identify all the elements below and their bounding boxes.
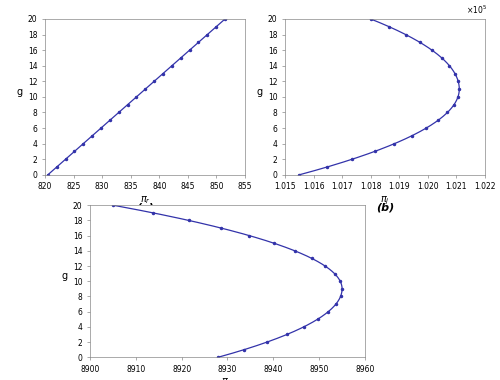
Text: (b): (b) (376, 203, 394, 213)
Text: (a): (a) (136, 203, 154, 213)
Y-axis label: g: g (16, 87, 22, 97)
Text: $\times10^5$: $\times10^5$ (466, 3, 487, 16)
Y-axis label: g: g (256, 87, 262, 97)
X-axis label: $\pi_j$: $\pi_j$ (380, 194, 390, 207)
X-axis label: $\pi_r$: $\pi_r$ (140, 194, 150, 206)
X-axis label: $\pi_d$: $\pi_d$ (222, 377, 234, 380)
Y-axis label: g: g (62, 271, 68, 281)
